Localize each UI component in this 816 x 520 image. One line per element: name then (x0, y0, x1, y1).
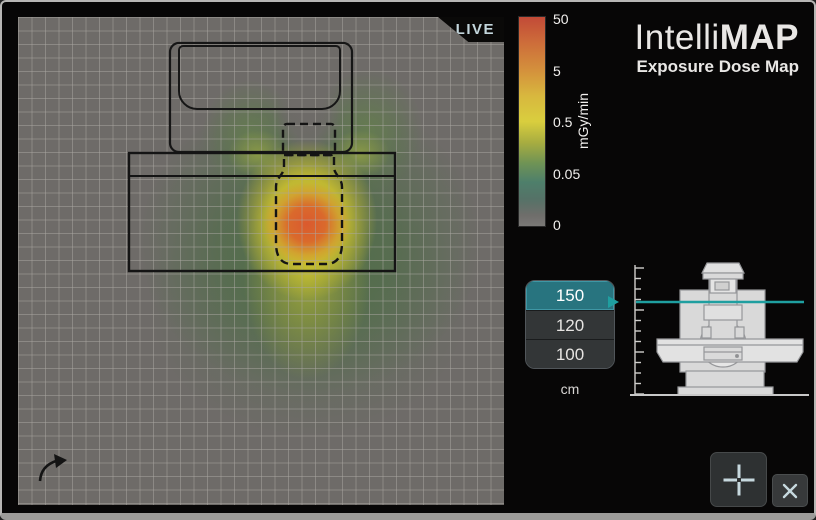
height-option-100[interactable]: 100 (526, 339, 614, 368)
colorbar-tick-5: 5 (553, 63, 561, 79)
height-ruler (634, 265, 644, 395)
center-crosshair-button[interactable] (710, 452, 767, 507)
page-title: Exposure Dose Map (636, 57, 800, 76)
height-selector: 150 120 100 (525, 280, 615, 369)
colorbar-tick-0-05: 0.05 (553, 166, 581, 182)
rotate-arrow-icon (38, 454, 67, 482)
colorbar-tick-0-5: 0.5 (553, 114, 573, 130)
crosshair-icon (723, 464, 754, 495)
equipment-outlines (38, 41, 397, 482)
app-logo: IntelliMAP Exposure Dose Map (635, 20, 800, 77)
colorbar-tick-50: 50 (553, 11, 569, 27)
dose-map-view[interactable]: LIVE (18, 17, 504, 505)
colorbar-tick-0: 0 (553, 217, 561, 233)
close-icon (782, 483, 798, 498)
colorbar-unit-label: mGy/min (575, 93, 591, 149)
close-button[interactable] (772, 474, 808, 507)
height-option-120[interactable]: 120 (526, 310, 614, 339)
equipment-side-view (630, 262, 809, 396)
brand-title: IntelliMAP (634, 18, 799, 57)
live-label: LIVE (455, 21, 495, 38)
map-grid (18, 17, 504, 505)
dose-colorbar (518, 16, 546, 227)
triangle-right-icon (608, 296, 619, 308)
height-option-150[interactable]: 150 (526, 281, 614, 310)
height-unit-label: cm (560, 381, 580, 397)
